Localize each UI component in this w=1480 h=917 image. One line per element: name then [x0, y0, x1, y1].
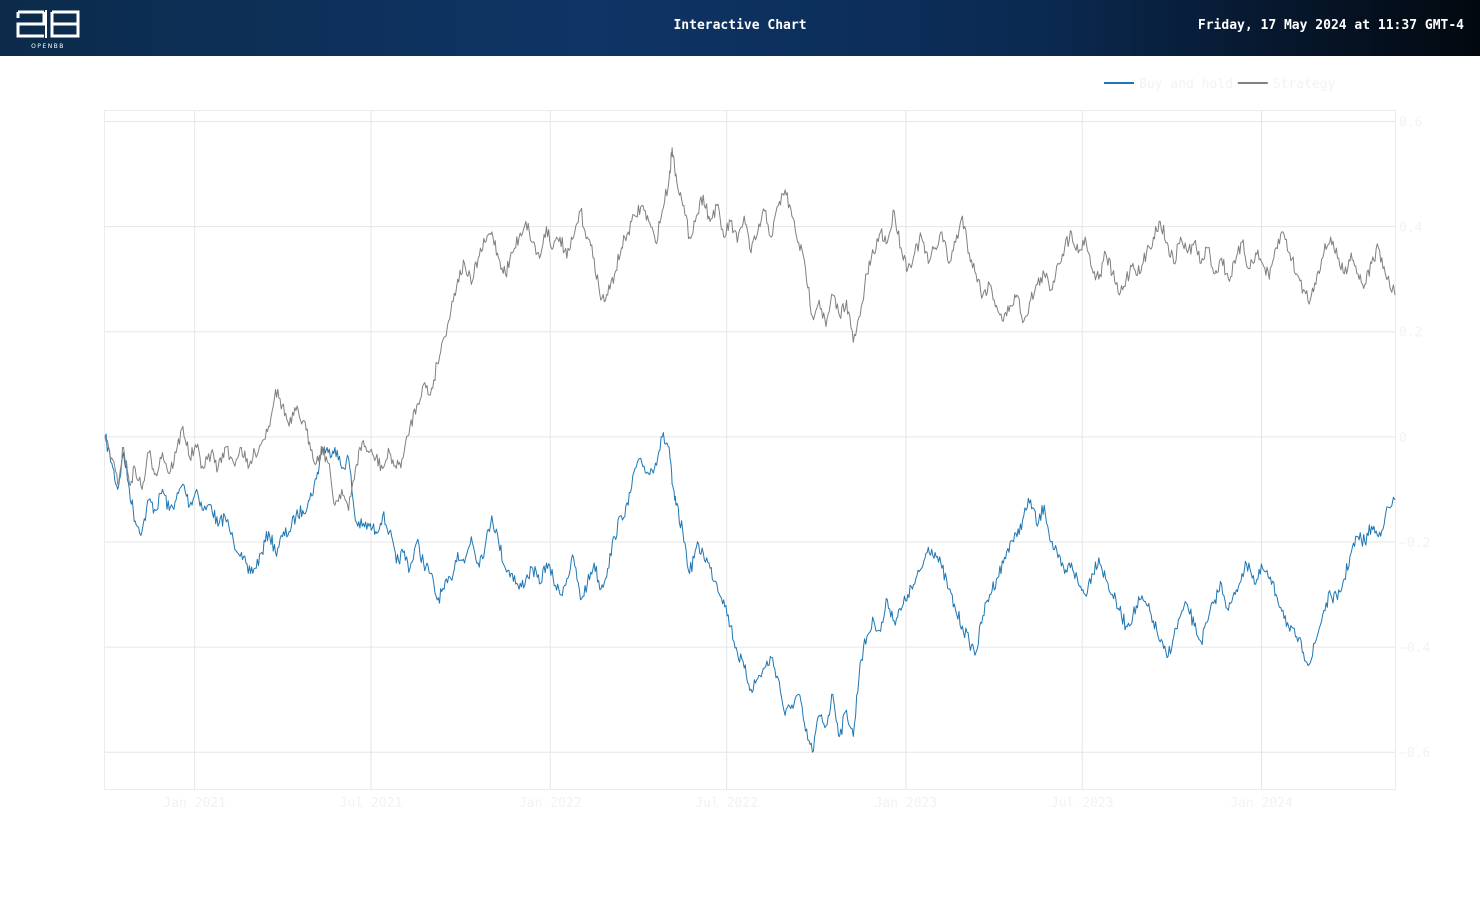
x-tick-label: Jul 2023 — [1051, 796, 1114, 811]
performance-chart[interactable]: Jan 2021 Jul 2021 Jan 2022 Jul 2022 Jan 2023… — [0, 56, 1480, 917]
logo-text: OPENBB — [31, 43, 65, 50]
datetime-label: Friday, 17 May 2024 at 11:37 GMT-4 — [1197, 18, 1464, 33]
x-tick-label: Jan 2024 — [1230, 796, 1293, 811]
legend-label-strategy: Strategy — [1273, 77, 1336, 92]
buy-and-hold-line — [104, 432, 1396, 753]
page-title: Interactive Chart — [673, 18, 807, 33]
series-layer — [104, 147, 1396, 753]
plot-area-border — [104, 110, 1396, 790]
y-tick-label: −0.6 — [1399, 746, 1430, 761]
y-axis: 0.6 0.4 0.2 0 −0.2 −0.4 −0.6 — [1399, 116, 1430, 762]
x-tick-label: Jan 2023 — [875, 796, 938, 811]
legend-label-buy-and-hold: Buy and hold — [1139, 77, 1233, 92]
openbb-logo: OPENBB — [16, 10, 80, 50]
x-axis: Jan 2021 Jul 2021 Jan 2022 Jul 2022 Jan 2023… — [163, 796, 1293, 811]
y-tick-label: 0 — [1399, 431, 1407, 446]
x-tick-label: Jan 2021 — [163, 796, 226, 811]
header-bar: OPENBB Interactive Chart Friday, 17 May … — [0, 0, 1480, 56]
strategy-line — [104, 147, 1396, 511]
legend: Buy and hold Strategy — [1104, 77, 1336, 92]
y-tick-label: −0.4 — [1399, 641, 1430, 656]
y-tick-label: 0.6 — [1399, 116, 1422, 131]
x-tick-label: Jul 2021 — [340, 796, 403, 811]
y-tick-label: −0.2 — [1399, 536, 1430, 551]
grid-layer — [105, 111, 1395, 789]
x-tick-label: Jan 2022 — [519, 796, 582, 811]
y-tick-label: 0.2 — [1399, 326, 1422, 341]
x-tick-label: Jul 2022 — [695, 796, 758, 811]
y-tick-label: 0.4 — [1399, 221, 1423, 236]
